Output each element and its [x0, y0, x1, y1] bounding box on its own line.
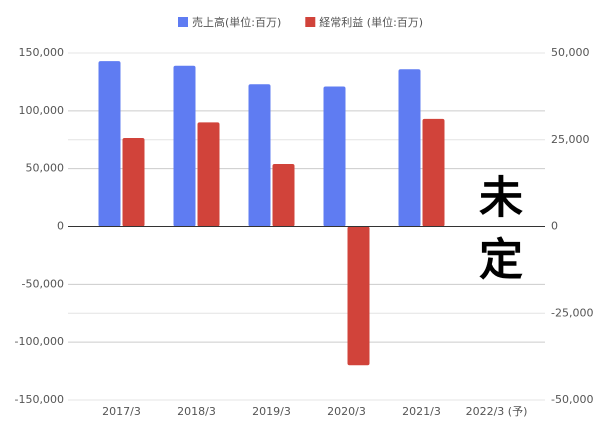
- bar: [272, 164, 295, 227]
- bar: [173, 65, 196, 227]
- y2-tick-label: -25,000: [551, 306, 593, 319]
- legend-swatch: [178, 17, 188, 27]
- x-tick-label: 2018/3: [177, 405, 216, 418]
- legend-label: 経常利益 (単位:百万): [319, 15, 423, 29]
- bar: [422, 118, 445, 227]
- annotation: 未定: [471, 174, 523, 298]
- x-tick-label: 2022/3 (予): [466, 405, 528, 418]
- bar: [347, 226, 370, 366]
- legend-swatch: [305, 17, 316, 27]
- y2-tick-label: 0: [551, 220, 558, 233]
- y-tick-label: -150,000: [15, 393, 64, 406]
- y2-tick-label: 50,000: [551, 46, 590, 59]
- y-tick-label: 100,000: [19, 104, 65, 117]
- y2-tick-label: -50,000: [551, 393, 593, 406]
- bar: [122, 138, 145, 227]
- bar: [98, 61, 121, 227]
- x-tick-label: 2020/3: [327, 405, 366, 418]
- bar: [323, 86, 346, 227]
- x-tick-label: 2017/3: [102, 405, 141, 418]
- bar: [248, 84, 271, 227]
- y-tick-label: 150,000: [19, 46, 65, 59]
- x-tick-label: 2021/3: [402, 405, 441, 418]
- legend-label: 売上高(単位:百万): [192, 15, 281, 29]
- bar: [398, 69, 421, 227]
- y-tick-label: 0: [57, 220, 64, 233]
- y-tick-label: -100,000: [15, 335, 64, 348]
- y-tick-label: 50,000: [26, 162, 65, 175]
- y2-tick-label: 25,000: [551, 133, 590, 146]
- bar: [197, 122, 220, 227]
- y-tick-label: -50,000: [22, 277, 64, 290]
- x-tick-label: 2019/3: [252, 405, 291, 418]
